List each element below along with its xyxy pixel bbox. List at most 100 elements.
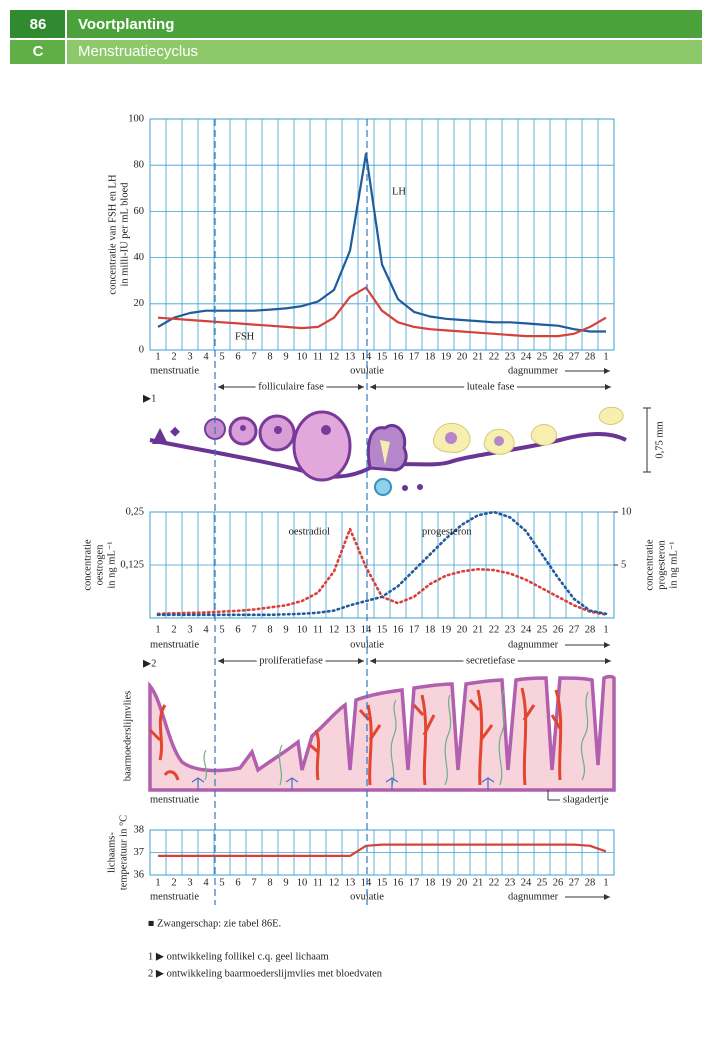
x-tick-label: 12	[329, 877, 340, 888]
x-note: ovulatie	[350, 891, 384, 902]
phase-label: secretiefase	[466, 655, 515, 666]
x-tick-label: 1	[155, 624, 160, 635]
x-tick-label: 5	[219, 624, 224, 635]
phase-label: proliferatiefase	[259, 655, 323, 666]
figure-marker: ▶1	[143, 393, 156, 404]
header-number-box	[10, 10, 65, 38]
y-tick-label: 80	[134, 160, 145, 171]
header-title-band	[67, 10, 702, 38]
endometrium-illustration	[148, 674, 616, 801]
footer-legend: 1 ▶ ontwikkeling follikel c.q. geel lich…	[148, 951, 329, 962]
x-tick-label: 3	[187, 351, 192, 362]
y-tick-label: 100	[128, 113, 144, 124]
series-line	[156, 510, 608, 617]
x-tick-label: 23	[505, 351, 516, 362]
x-tick-label: 9	[283, 351, 288, 362]
x-tick-label: 19	[441, 351, 452, 362]
x-tick-label: 27	[569, 624, 580, 635]
x-tick-label: 6	[235, 624, 240, 635]
series-label: oestradiol	[289, 526, 330, 537]
x-tick-label: 4	[203, 877, 209, 888]
y-tick-label: 40	[134, 252, 145, 263]
x-tick-label: 17	[409, 351, 420, 362]
artery-label: slagadertje	[563, 794, 609, 805]
x-tick-label: 15	[377, 877, 388, 888]
section-letter: C	[33, 43, 44, 60]
y-axis-label: oestrogen	[94, 544, 105, 586]
x-tick-label: 23	[505, 624, 516, 635]
x-tick-label: 13	[345, 351, 356, 362]
x-note: ovulatie	[350, 639, 384, 650]
x-tick-label: 1	[603, 351, 608, 362]
page-number: 86	[30, 16, 47, 33]
x-tick-label: 25	[537, 877, 548, 888]
endometrium-left-label: menstruatie	[150, 794, 199, 805]
x-tick-label: 24	[521, 351, 532, 362]
x-tick-label: 19	[441, 624, 452, 635]
y-axis-label: in milli-IU per mL bloed	[119, 182, 130, 287]
axis-arrow-head	[604, 894, 610, 900]
section-title: Menstruatiecyclus	[78, 43, 198, 60]
series-line	[158, 843, 607, 857]
x-note: dagnummer	[508, 891, 559, 902]
series-label: LH	[392, 186, 406, 197]
x-tick-label: 22	[489, 351, 500, 362]
y2-tick-label: 5	[621, 559, 626, 570]
x-tick-label: 13	[345, 624, 356, 635]
figure-marker: ▶2	[143, 658, 156, 669]
x-tick-label: 2	[171, 877, 176, 888]
x-tick-label: 12	[329, 351, 340, 362]
x-tick-label: 16	[393, 877, 404, 888]
axis-arrow-head	[604, 368, 610, 374]
x-tick-label: 22	[489, 877, 500, 888]
x-tick-label: 1	[155, 351, 160, 362]
x-tick-label: 22	[489, 624, 500, 635]
phase-label: folliculaire fase	[258, 381, 324, 392]
x-tick-label: 19	[441, 877, 452, 888]
x-tick-label: 1	[603, 877, 608, 888]
y-axis-label: concentratie	[82, 539, 93, 591]
y2-axis-label: progesteron	[656, 539, 667, 589]
x-tick-label: 2	[171, 351, 176, 362]
y-axis-label: in ng mL⁻¹	[106, 541, 117, 588]
x-tick-label: 6	[235, 351, 240, 362]
x-tick-label: 18	[425, 624, 436, 635]
footer-note: ■ Zwangerschap: zie tabel 86E.	[148, 918, 281, 929]
x-tick-label: 13	[345, 877, 356, 888]
header-subtitle-band	[67, 40, 702, 64]
x-tick-label: 25	[537, 351, 548, 362]
x-tick-label: 18	[425, 351, 436, 362]
y-tick-label: 37	[134, 847, 145, 858]
series-line	[156, 527, 608, 616]
page-title: Voortplanting	[78, 16, 174, 33]
x-tick-label: 17	[409, 877, 420, 888]
x-tick-label: 25	[537, 624, 548, 635]
x-tick-label: 24	[521, 624, 532, 635]
axis-arrow-head	[604, 642, 610, 648]
x-tick-label: 9	[283, 877, 288, 888]
x-tick-label: 1	[603, 624, 608, 635]
x-tick-label: 11	[313, 351, 323, 362]
x-tick-label: 24	[521, 877, 532, 888]
x-tick-label: 23	[505, 877, 516, 888]
x-note: menstruatie	[150, 365, 199, 376]
x-tick-label: 21	[473, 877, 484, 888]
series-label: progesteron	[422, 526, 472, 537]
x-tick-label: 20	[457, 351, 468, 362]
x-tick-label: 10	[297, 351, 308, 362]
x-tick-label: 26	[553, 877, 564, 888]
x-tick-label: 8	[267, 624, 272, 635]
x-tick-label: 11	[313, 624, 323, 635]
x-tick-label: 27	[569, 877, 580, 888]
x-tick-label: 14	[361, 624, 372, 635]
y-tick-label: 38	[134, 824, 145, 835]
x-note: ovulatie	[350, 365, 384, 376]
series-line	[157, 152, 606, 333]
y-axis-label: concentratie van FSH en LH	[107, 174, 118, 295]
x-tick-label: 8	[267, 351, 272, 362]
x-tick-label: 5	[219, 351, 224, 362]
y-tick-label: 0,125	[120, 559, 144, 570]
x-note: dagnummer	[508, 365, 559, 376]
